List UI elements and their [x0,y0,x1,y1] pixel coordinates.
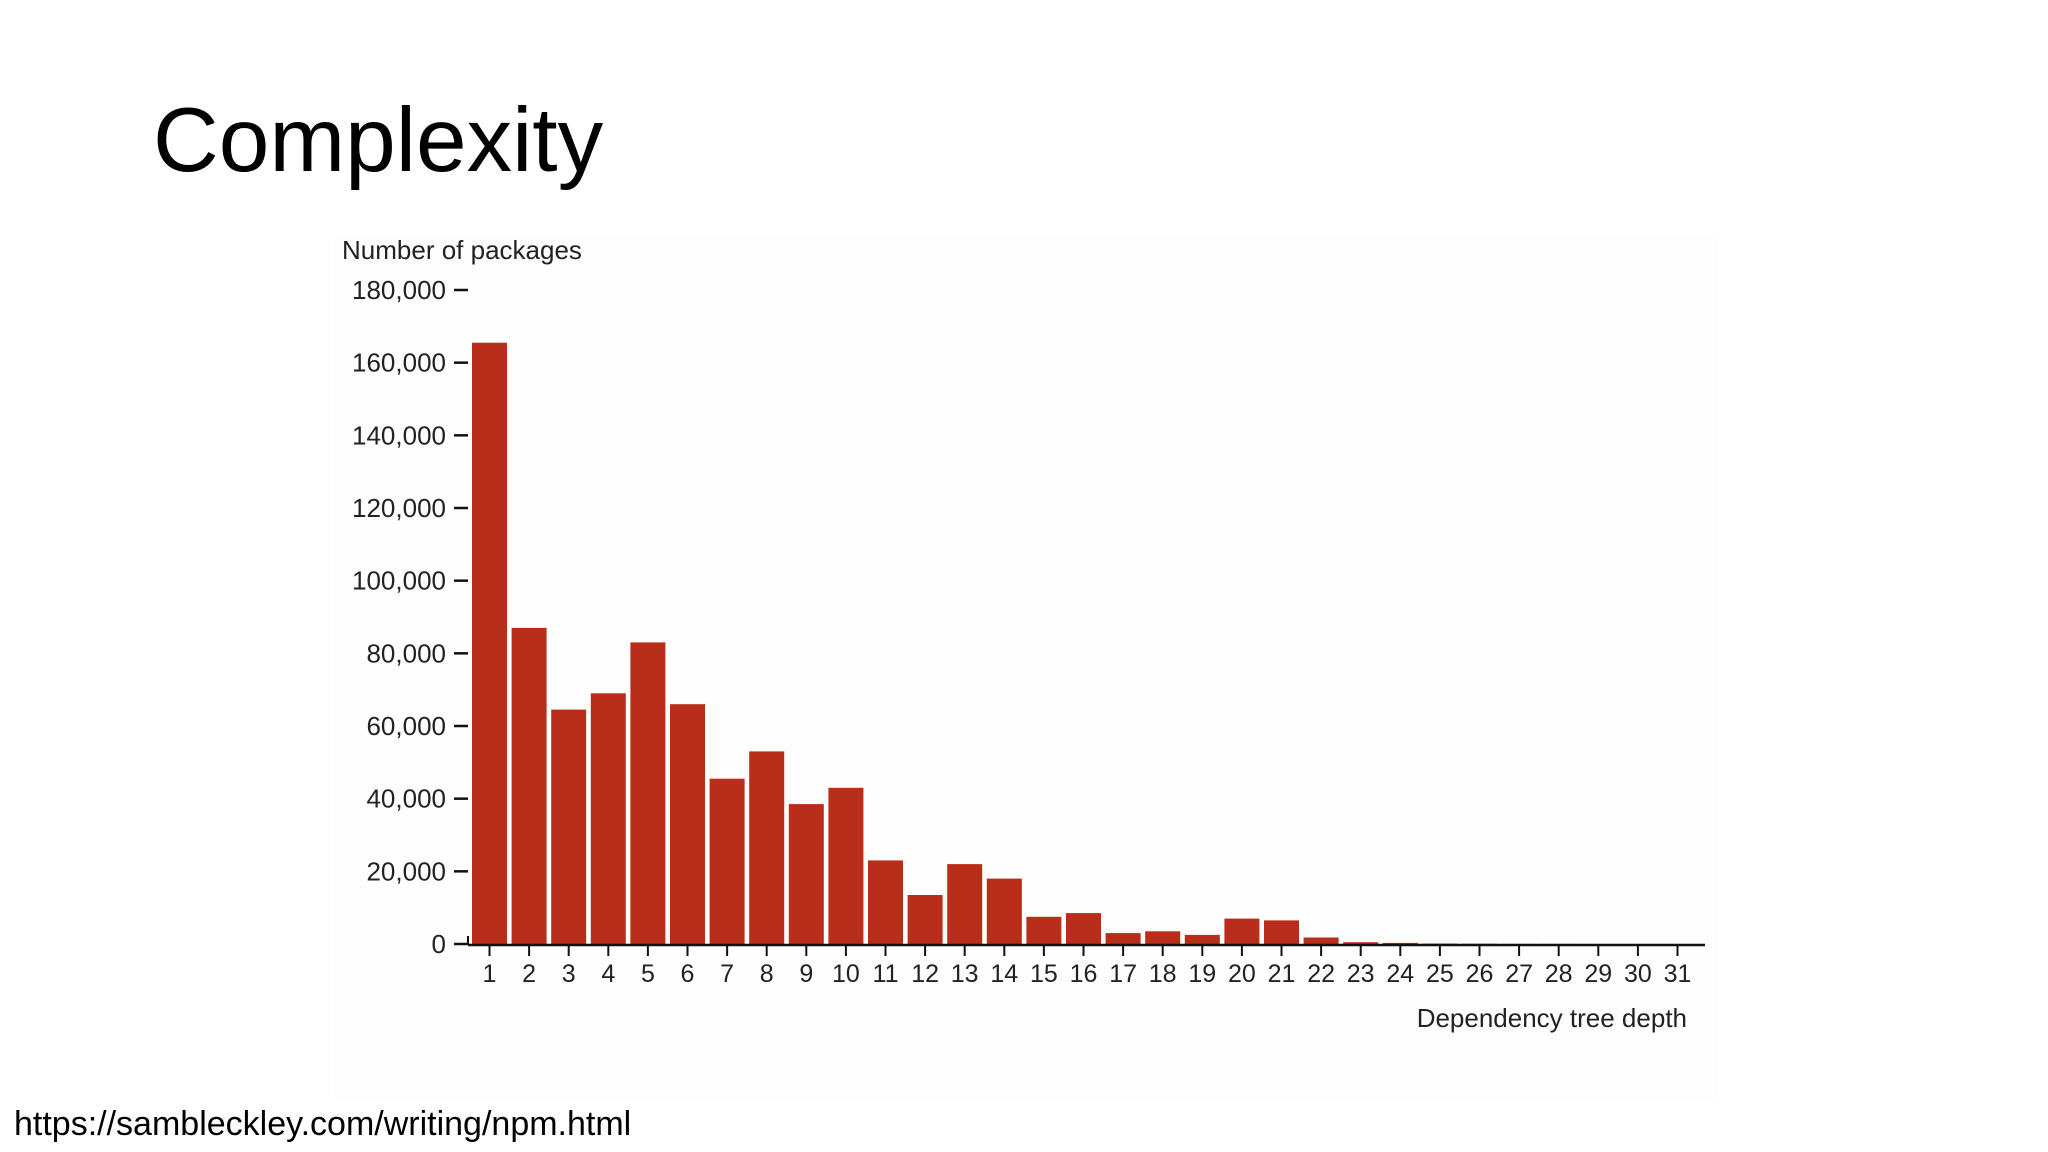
bar-depth-5 [630,642,666,944]
bar-depth-9 [788,804,824,944]
source-link[interactable]: https://sambleckley.com/writing/npm.html [14,1105,632,1143]
x-tick-label: 21 [1268,960,1296,988]
x-tick-label: 11 [873,960,899,988]
y-tick-label: 100,000 [352,566,446,596]
bar-depth-15 [1026,916,1062,945]
y-tick-label: 80,000 [366,638,446,668]
x-tick-label: 20 [1228,960,1256,988]
bar-depth-17 [1105,933,1141,944]
x-tick-label: 24 [1386,960,1414,988]
x-tick-label: 25 [1426,960,1454,988]
bar-depth-18 [1145,931,1181,944]
bar-depth-13 [947,864,983,944]
y-tick-label: 180,000 [352,275,446,305]
x-tick-label: 13 [951,960,979,988]
x-tick-label: 27 [1505,960,1533,988]
bar-depth-8 [749,751,785,944]
x-tick-label: 8 [760,960,774,988]
y-tick-label: 40,000 [366,784,446,814]
y-tick-label: 0 [432,929,446,959]
bar-depth-10 [828,787,864,944]
bar-depth-11 [868,860,903,944]
x-tick-label: 22 [1307,960,1335,988]
bar-depth-23 [1343,942,1379,944]
bar-depth-12 [907,895,943,944]
bar-depth-2 [511,627,547,944]
x-tick-label: 2 [522,960,536,988]
x-axis: 1 2 3 4 5 6 7 8 9 10 11 12 13 14 15 16 17 18 19 20 21 22 23 24 2… [468,943,1705,988]
x-tick-label: 23 [1347,960,1375,988]
x-tick-label: 16 [1070,960,1098,988]
x-tick-label: 18 [1149,960,1177,988]
x-tick-label: 9 [799,960,813,988]
x-tick-label: 5 [641,960,655,988]
x-axis-label: Dependency tree depth [1417,1003,1687,1033]
x-tick-label: 31 [1664,960,1692,988]
y-axis: 0 20,000 40,000 60,000 80,000 100,000 120,000 1… [352,275,469,959]
bar-depth-14 [986,878,1022,944]
x-tick-label: 17 [1109,960,1137,988]
x-tick-label: 15 [1030,960,1058,988]
y-tick-label: 160,000 [352,348,446,378]
bar-depth-16 [1066,913,1101,944]
x-tick-label: 7 [720,960,734,988]
x-tick-label: 12 [911,960,939,988]
x-tick-label: 4 [601,960,615,988]
y-tick-label: 20,000 [366,856,446,886]
x-tick-label: 10 [832,960,860,988]
bar-depth-21 [1264,920,1299,944]
x-tick-label: 26 [1466,960,1494,988]
y-tick-label: 140,000 [352,420,446,450]
x-tick-label: 28 [1545,960,1573,988]
x-tick-label: 1 [483,960,497,988]
x-tick-label: 14 [990,960,1018,988]
bar-depth-22 [1303,937,1339,944]
bar-chart: 0 20,000 40,000 60,000 80,000 100,000 120,000 1… [342,236,1705,1033]
bar-depth-20 [1224,918,1260,944]
y-axis-label: Number of packages [342,236,582,265]
y-tick-label: 60,000 [366,711,446,741]
chart-panel: 0 20,000 40,000 60,000 80,000 100,000 120,000 1… [333,236,1718,1100]
x-tick-label: 19 [1188,960,1216,988]
y-tick-label: 120,000 [352,493,446,523]
bar-depth-3 [551,709,587,944]
bar-depth-6 [670,704,705,944]
bars-layer [472,342,1577,945]
slide-title: Complexity [153,90,604,191]
x-tick-label: 6 [681,960,695,988]
bar-depth-4 [590,693,626,944]
bar-depth-7 [709,778,745,944]
x-tick-label: 30 [1624,960,1652,988]
x-tick-label: 29 [1584,960,1612,988]
x-tick-label: 3 [562,960,576,988]
bar-depth-19 [1184,934,1220,944]
bar-depth-1 [472,342,507,944]
bar-depth-24 [1382,942,1418,944]
